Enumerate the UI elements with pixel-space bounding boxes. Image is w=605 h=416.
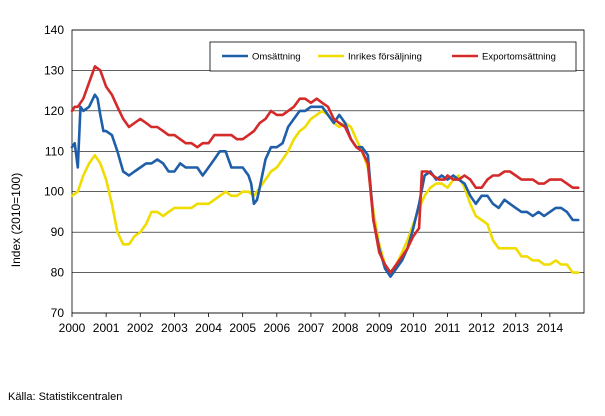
x-tick-label: 2002 xyxy=(127,321,154,335)
series-line-0 xyxy=(70,93,580,278)
y-tick-label: 140 xyxy=(44,23,64,37)
legend: Omsättning Inrikes försäljning Exportomsät… xyxy=(209,41,577,72)
y-tick-label: 100 xyxy=(44,185,64,199)
y-tick-label: 70 xyxy=(51,306,65,320)
x-tick-label: 2005 xyxy=(229,321,256,335)
x-tick-label: 2011 xyxy=(435,321,461,335)
x-tick-label: 2003 xyxy=(161,321,188,335)
plot-area xyxy=(71,29,585,314)
source-label: Källa: Statistikcentralen xyxy=(8,391,123,403)
y-tick-label: 130 xyxy=(44,63,64,77)
x-tick-label: 2007 xyxy=(298,321,325,335)
legend-label-0: Omsättning xyxy=(252,52,301,63)
x-tick-label: 2013 xyxy=(502,321,529,335)
x-tick-label: 2004 xyxy=(195,321,222,335)
series-line-2 xyxy=(70,65,580,274)
y-tick-label: 110 xyxy=(45,144,64,158)
y-axis-label: Index (2010=100) xyxy=(9,173,23,267)
x-tick-label: 2000 xyxy=(59,321,86,335)
x-axis-ticks: 2000 2001 2002 2003 2004 2005 2006 2007 2008 2009… xyxy=(59,313,564,335)
y-axis-ticks: 70 80 90 100 110 120 130 140 xyxy=(44,23,64,320)
grid-lines xyxy=(72,29,584,314)
legend-box xyxy=(209,41,577,72)
x-tick-label: 2008 xyxy=(332,321,359,335)
x-tick-label: 2009 xyxy=(366,321,393,335)
legend-label-2: Exportomsättning xyxy=(482,52,556,63)
x-tick-label: 2014 xyxy=(537,321,564,335)
x-tick-label: 2010 xyxy=(400,321,427,335)
y-tick-label: 80 xyxy=(51,266,65,280)
x-tick-label: 2006 xyxy=(263,321,290,335)
legend-label-1: Inrikes försäljning xyxy=(348,52,422,63)
y-tick-label: 120 xyxy=(44,104,64,118)
series-lines xyxy=(70,65,580,278)
y-tick-label: 90 xyxy=(51,225,65,239)
x-tick-label: 2001 xyxy=(93,321,120,335)
x-tick-label: 2012 xyxy=(468,321,495,335)
